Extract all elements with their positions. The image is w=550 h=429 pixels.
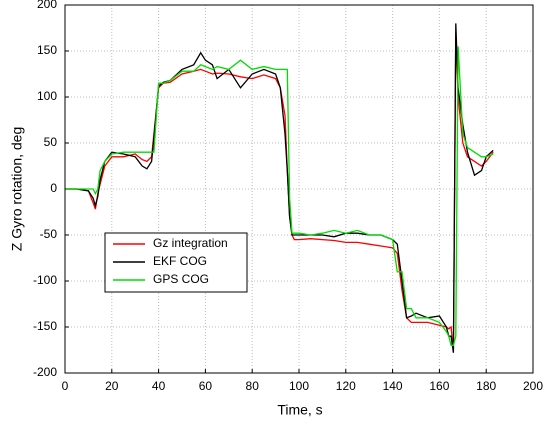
y-tick-label: 0 xyxy=(50,181,57,195)
x-tick-label: 0 xyxy=(62,379,69,393)
x-axis-label: Time, s xyxy=(277,402,322,418)
legend-box xyxy=(104,232,248,293)
y-tick-label: -100 xyxy=(33,273,57,287)
legend-label: Gz integration xyxy=(153,236,228,250)
y-tick-label: 200 xyxy=(37,0,57,11)
x-tick-label: 140 xyxy=(383,379,403,393)
y-tick-label: -50 xyxy=(40,227,58,241)
y-tick-label: -200 xyxy=(33,365,57,379)
x-tick-label: 80 xyxy=(246,379,260,393)
x-tick-label: 120 xyxy=(336,379,356,393)
x-tick-label: 180 xyxy=(476,379,496,393)
plot-frame xyxy=(64,4,534,374)
y-tick-label: 100 xyxy=(37,89,57,103)
y-axis-label: Z Gyro rotation, deg xyxy=(9,127,25,252)
x-tick-label: 20 xyxy=(105,379,119,393)
y-tick-label: 50 xyxy=(44,135,58,149)
x-tick-label: 100 xyxy=(289,379,309,393)
legend-label: EKF COG xyxy=(153,254,207,268)
legend-label: GPS COG xyxy=(153,272,209,286)
x-tick-label: 160 xyxy=(429,379,449,393)
series-line xyxy=(65,46,494,347)
y-tick-label: -150 xyxy=(33,319,57,333)
x-tick-label: 40 xyxy=(152,379,166,393)
y-tick-label: 150 xyxy=(37,43,57,57)
x-tick-label: 60 xyxy=(199,379,213,393)
x-tick-label: 200 xyxy=(523,379,543,393)
series-line xyxy=(65,23,494,353)
